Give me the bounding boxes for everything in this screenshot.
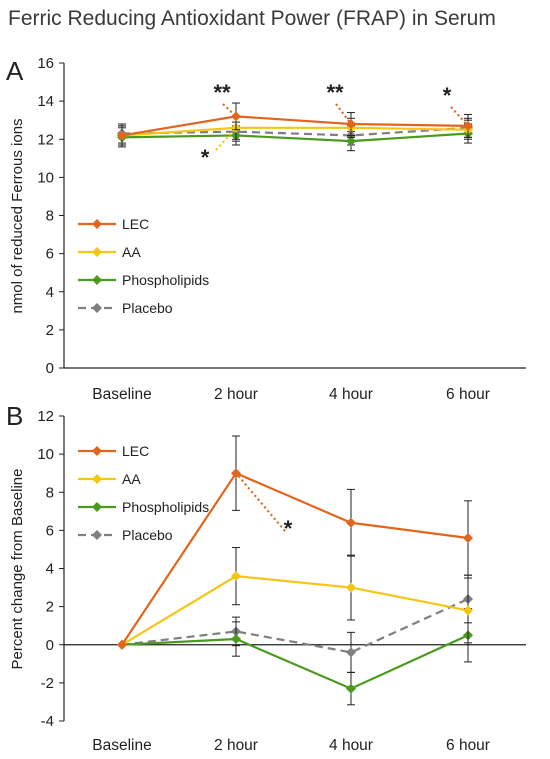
series-line	[121, 115, 469, 137]
significance-marker: *	[443, 83, 452, 108]
legend-label: LEC	[122, 216, 149, 232]
legend-label: Phospholipids	[122, 499, 209, 515]
legend-swatch-marker	[92, 247, 102, 257]
data-point-marker	[117, 639, 127, 650]
y-axis-title: Percent change from Baseline	[9, 469, 26, 670]
annotation-connector	[450, 106, 469, 127]
y-tick-label: 2	[46, 322, 54, 339]
data-point-marker	[346, 136, 356, 147]
legend: LEC AA Phospholipids Placebo	[78, 443, 209, 543]
x-category-label: 6 hour	[446, 386, 490, 403]
annotation-connector	[222, 103, 237, 118]
annotation-connector	[235, 472, 286, 532]
data-point-marker	[346, 517, 356, 528]
panel-b-chart: B -4 -2 0 2 4 6 8 10 12 Baseline 2 hour 4 hour 6 hour…	[6, 401, 526, 754]
y-tick-label: 16	[37, 55, 54, 72]
legend-swatch-marker	[92, 446, 102, 456]
significance-marker: **	[213, 80, 231, 105]
series-aa	[117, 547, 473, 650]
y-tick-label: -4	[41, 713, 54, 730]
y-tick-label: 12	[37, 408, 54, 425]
data-point-marker	[346, 582, 356, 593]
legend-label: Phospholipids	[122, 272, 209, 288]
x-category-label: Baseline	[92, 386, 151, 403]
x-category-label: 2 hour	[214, 386, 258, 403]
legend-label: Placebo	[122, 300, 173, 316]
legend-swatch-marker	[92, 530, 102, 540]
data-point-marker	[117, 130, 127, 141]
x-category-label: 4 hour	[329, 386, 373, 403]
y-tick-label: 6	[46, 246, 54, 263]
data-point-marker	[463, 533, 473, 543]
series-line	[121, 471, 469, 646]
figure-title: Ferric Reducing Antioxidant Power (FRAP)…	[8, 7, 496, 30]
y-tick-label: 14	[37, 93, 54, 110]
y-axis-title: nmol of reduced Ferrous ions	[9, 118, 26, 313]
y-tick-label: 8	[46, 208, 54, 225]
series-line	[121, 126, 469, 137]
series-phospholipids	[117, 608, 473, 706]
y-tick-label: -2	[41, 675, 54, 692]
legend-label: Placebo	[122, 527, 173, 543]
series-line	[121, 132, 469, 143]
legend-swatch-marker	[92, 303, 102, 313]
y-tick-label: 4	[46, 561, 54, 578]
y-tick-label: 8	[46, 484, 54, 501]
annotation-connector	[335, 103, 352, 125]
data-point-marker	[463, 605, 473, 616]
series-line	[121, 597, 469, 654]
legend-swatch-marker	[92, 219, 102, 229]
legend-swatch-marker	[92, 502, 102, 512]
y-tick-label: 0	[46, 360, 54, 377]
y-tick-label: 12	[37, 131, 54, 148]
legend-label: AA	[122, 471, 141, 487]
panel-letter: A	[6, 56, 24, 86]
x-category-label: 4 hour	[329, 737, 373, 754]
y-tick-label: 2	[46, 599, 54, 616]
y-tick-label: 6	[46, 522, 54, 539]
x-category-label: 6 hour	[446, 737, 490, 754]
x-category-label: 2 hour	[214, 737, 258, 754]
legend-swatch-marker	[92, 474, 102, 484]
significance-marker: *	[201, 145, 210, 170]
significance-marker: **	[326, 80, 344, 105]
data-point-marker	[231, 571, 241, 582]
panel-letter: B	[6, 401, 23, 431]
series-lec	[117, 102, 473, 146]
significance-marker: *	[284, 516, 293, 541]
legend-label: AA	[122, 244, 141, 260]
panel-a-chart: A 0 2 4 6 8 10 12 14 16 Baseline 2 hour 4 hour 6 hour…	[6, 55, 526, 403]
y-tick-label: 10	[37, 169, 54, 186]
series-lec	[117, 435, 473, 650]
series-line	[121, 634, 469, 690]
data-point-marker	[231, 111, 241, 122]
y-tick-label: 10	[37, 446, 54, 463]
legend-swatch-marker	[92, 275, 102, 285]
x-category-label: Baseline	[92, 737, 151, 754]
y-tick-label: 4	[46, 284, 54, 301]
data-point-marker	[346, 683, 356, 694]
legend-label: LEC	[122, 443, 149, 459]
series-line	[121, 574, 469, 646]
legend: LEC AA Phospholipids Placebo	[78, 216, 209, 316]
data-point-marker	[231, 634, 241, 645]
data-point-marker	[346, 647, 356, 658]
y-tick-label: 0	[46, 637, 54, 654]
